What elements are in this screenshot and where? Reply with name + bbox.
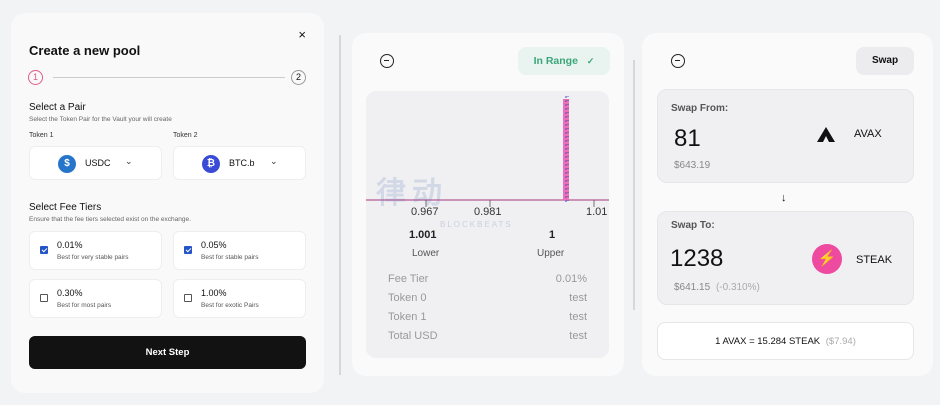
arrow-down-icon[interactable]: ↓ [781, 192, 787, 204]
swap-from-label: Swap From: [671, 103, 729, 114]
fee-tier-option[interactable]: 0.05% Best for stable pairs [173, 231, 306, 270]
token2-value: BTC.b [229, 158, 255, 168]
in-range-badge: In Range ✓ [518, 47, 610, 75]
token1-value: USDC [85, 158, 111, 168]
token1-select[interactable]: $ USDC ⌄ [29, 146, 162, 180]
info-value: 0.01% [555, 273, 587, 285]
liquidity-histogram [366, 96, 609, 207]
chevron-down-icon: ⌄ [270, 156, 278, 166]
lower-value: 1.001 [409, 229, 437, 241]
btc-icon: ₿ [202, 155, 220, 173]
upper-value: 1 [549, 229, 556, 241]
chevron-down-icon: ⌄ [125, 156, 133, 166]
swap-from-token: AVAX [854, 128, 882, 140]
steak-icon: ⚡ [812, 244, 842, 274]
fee-tier-checkbox[interactable] [40, 294, 48, 302]
exchange-rate-text: 1 AVAX = 15.284 STEAK [715, 336, 821, 347]
select-pair-subheading: Select the Token Pair for the Vault your… [29, 116, 172, 123]
lower-label: Lower [412, 248, 440, 259]
next-step-button[interactable]: Next Step [29, 336, 306, 369]
fee-tier-option[interactable]: 0.01% Best for very stable pairs [29, 231, 162, 270]
fee-tiers-heading: Select Fee Tiers [29, 202, 102, 213]
step-progress-line [53, 77, 285, 78]
liquidity-chart[interactable]: 0.967 0.981 1.01 1.001 Lower 1 Upper Fee… [366, 91, 609, 358]
usdc-icon: $ [58, 155, 76, 173]
swap-panel: Swap Swap From: 81 $643.19 AVAX ↓ Swap T… [642, 33, 933, 376]
info-label: Token 0 [388, 292, 427, 304]
swap-to-usd: $641.15 [674, 282, 711, 293]
token2-label: Token 2 [173, 132, 198, 139]
zoom-out-icon[interactable] [671, 54, 685, 68]
token1-label: Token 1 [29, 132, 54, 139]
step-1-indicator: 1 [28, 70, 43, 85]
info-value: test [569, 311, 587, 323]
create-pool-panel: Create a new pool × 1 2 Select a Pair Se… [11, 13, 324, 393]
divider [633, 60, 635, 310]
fee-tier-desc: Best for exotic Pairs [201, 302, 259, 309]
close-icon[interactable]: × [298, 27, 306, 42]
info-label: Total USD [388, 330, 438, 342]
fee-tier-value: 0.05% [201, 240, 227, 250]
upper-label: Upper [537, 248, 565, 259]
fee-tier-desc: Best for stable pairs [201, 254, 259, 261]
x-tick-label: 0.967 [411, 206, 439, 218]
x-tick-label: 1.01 [586, 206, 608, 218]
x-tick-label: 0.981 [474, 206, 502, 218]
fee-tier-option[interactable]: 0.30% Best for most pairs [29, 279, 162, 318]
info-label: Fee Tier [388, 273, 429, 285]
check-icon: ✓ [586, 56, 595, 66]
swap-to-pct: (-0.310%) [715, 282, 760, 293]
avax-icon [817, 127, 835, 142]
in-range-label: In Range [533, 55, 578, 67]
fee-tier-option[interactable]: 1.00% Best for exotic Pairs [173, 279, 306, 318]
watermark-text: BLOCKBEATS [440, 220, 513, 229]
watermark-logo: 律动 [376, 177, 448, 210]
info-label: Token 1 [388, 311, 427, 323]
swap-from-box[interactable]: Swap From: 81 $643.19 AVAX [657, 89, 914, 183]
swap-to-box[interactable]: Swap To: 1238 $641.15 (-0.310%) ⚡ STEAK [657, 211, 914, 305]
info-value: test [569, 330, 587, 342]
token2-select[interactable]: ₿ BTC.b ⌄ [173, 146, 306, 180]
fee-tier-value: 1.00% [201, 288, 227, 298]
create-pool-title: Create a new pool [29, 43, 141, 58]
fee-tier-desc: Best for most pairs [57, 302, 112, 309]
fee-tier-desc: Best for very stable pairs [57, 254, 129, 261]
step-2-indicator: 2 [291, 70, 306, 85]
swap-to-token: STEAK [856, 254, 893, 266]
zoom-out-icon[interactable] [380, 54, 394, 68]
fee-tier-checkbox[interactable] [40, 246, 48, 254]
divider [339, 35, 341, 375]
fee-tier-checkbox[interactable] [184, 246, 192, 254]
info-value: test [569, 292, 587, 304]
swap-to-amount[interactable]: 1238 [670, 245, 724, 272]
fee-tiers-subheading: Ensure that the fee tiers selected exist… [29, 216, 191, 223]
fee-tier-checkbox[interactable] [184, 294, 192, 302]
swap-to-label: Swap To: [671, 220, 715, 231]
fee-tier-value: 0.01% [57, 240, 83, 250]
select-pair-heading: Select a Pair [29, 102, 86, 113]
exchange-rate: 1 AVAX = 15.284 STEAK ($7.94) [657, 322, 914, 360]
fee-tier-value: 0.30% [57, 288, 83, 298]
swap-to-usd-line: $641.15 (-0.310%) [674, 282, 760, 293]
swap-button[interactable]: Swap [856, 47, 914, 75]
exchange-rate-usd: ($7.94) [825, 336, 856, 347]
swap-from-usd: $643.19 [674, 160, 711, 171]
swap-from-amount[interactable]: 81 [674, 125, 701, 152]
range-panel: In Range ✓ 0.967 0.981 1.01 1.001 Lower … [352, 33, 624, 376]
